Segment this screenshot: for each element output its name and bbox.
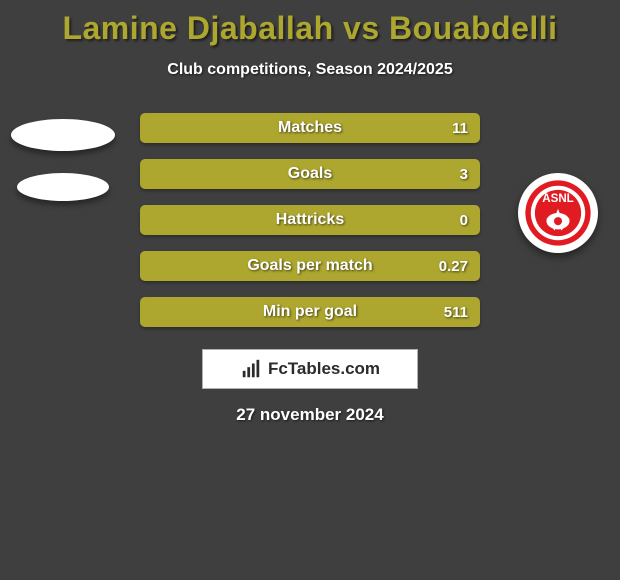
subtitle: Club competitions, Season 2024/2025 xyxy=(0,61,620,79)
asnl-crest-icon: ASNL xyxy=(524,179,592,247)
comparison-stage: ASNL Matches 11 Goals 3 Hattricks 0 xyxy=(0,113,620,327)
left-badge-2 xyxy=(17,173,109,201)
snapshot-date: 27 november 2024 xyxy=(0,405,620,425)
stat-bar-goals-per-match: Goals per match 0.27 xyxy=(140,251,480,281)
bar-chart-icon xyxy=(240,358,262,380)
left-player-badges xyxy=(8,113,118,201)
crest-text: ASNL xyxy=(542,193,573,205)
stat-value: 11 xyxy=(452,120,468,137)
stat-label: Hattricks xyxy=(276,211,344,229)
page-title: Lamine Djaballah vs Bouabdelli xyxy=(0,0,620,47)
stat-label: Goals xyxy=(288,165,332,183)
left-badge-1 xyxy=(11,119,115,151)
stat-bar-hattricks: Hattricks 0 xyxy=(140,205,480,235)
stat-bar-min-per-goal: Min per goal 511 xyxy=(140,297,480,327)
stat-label: Goals per match xyxy=(247,257,372,275)
stat-value: 0.27 xyxy=(439,258,468,275)
stats-bars: Matches 11 Goals 3 Hattricks 0 Goals per… xyxy=(140,113,480,327)
stat-label: Min per goal xyxy=(263,303,357,321)
stat-label: Matches xyxy=(278,119,342,137)
stat-value: 511 xyxy=(444,304,468,321)
watermark-badge: FcTables.com xyxy=(202,349,418,389)
right-player-badge: ASNL xyxy=(518,173,598,253)
stat-bar-goals: Goals 3 xyxy=(140,159,480,189)
stat-value: 0 xyxy=(460,212,468,229)
watermark-text: FcTables.com xyxy=(268,359,380,379)
stat-value: 3 xyxy=(460,166,468,183)
stat-bar-matches: Matches 11 xyxy=(140,113,480,143)
